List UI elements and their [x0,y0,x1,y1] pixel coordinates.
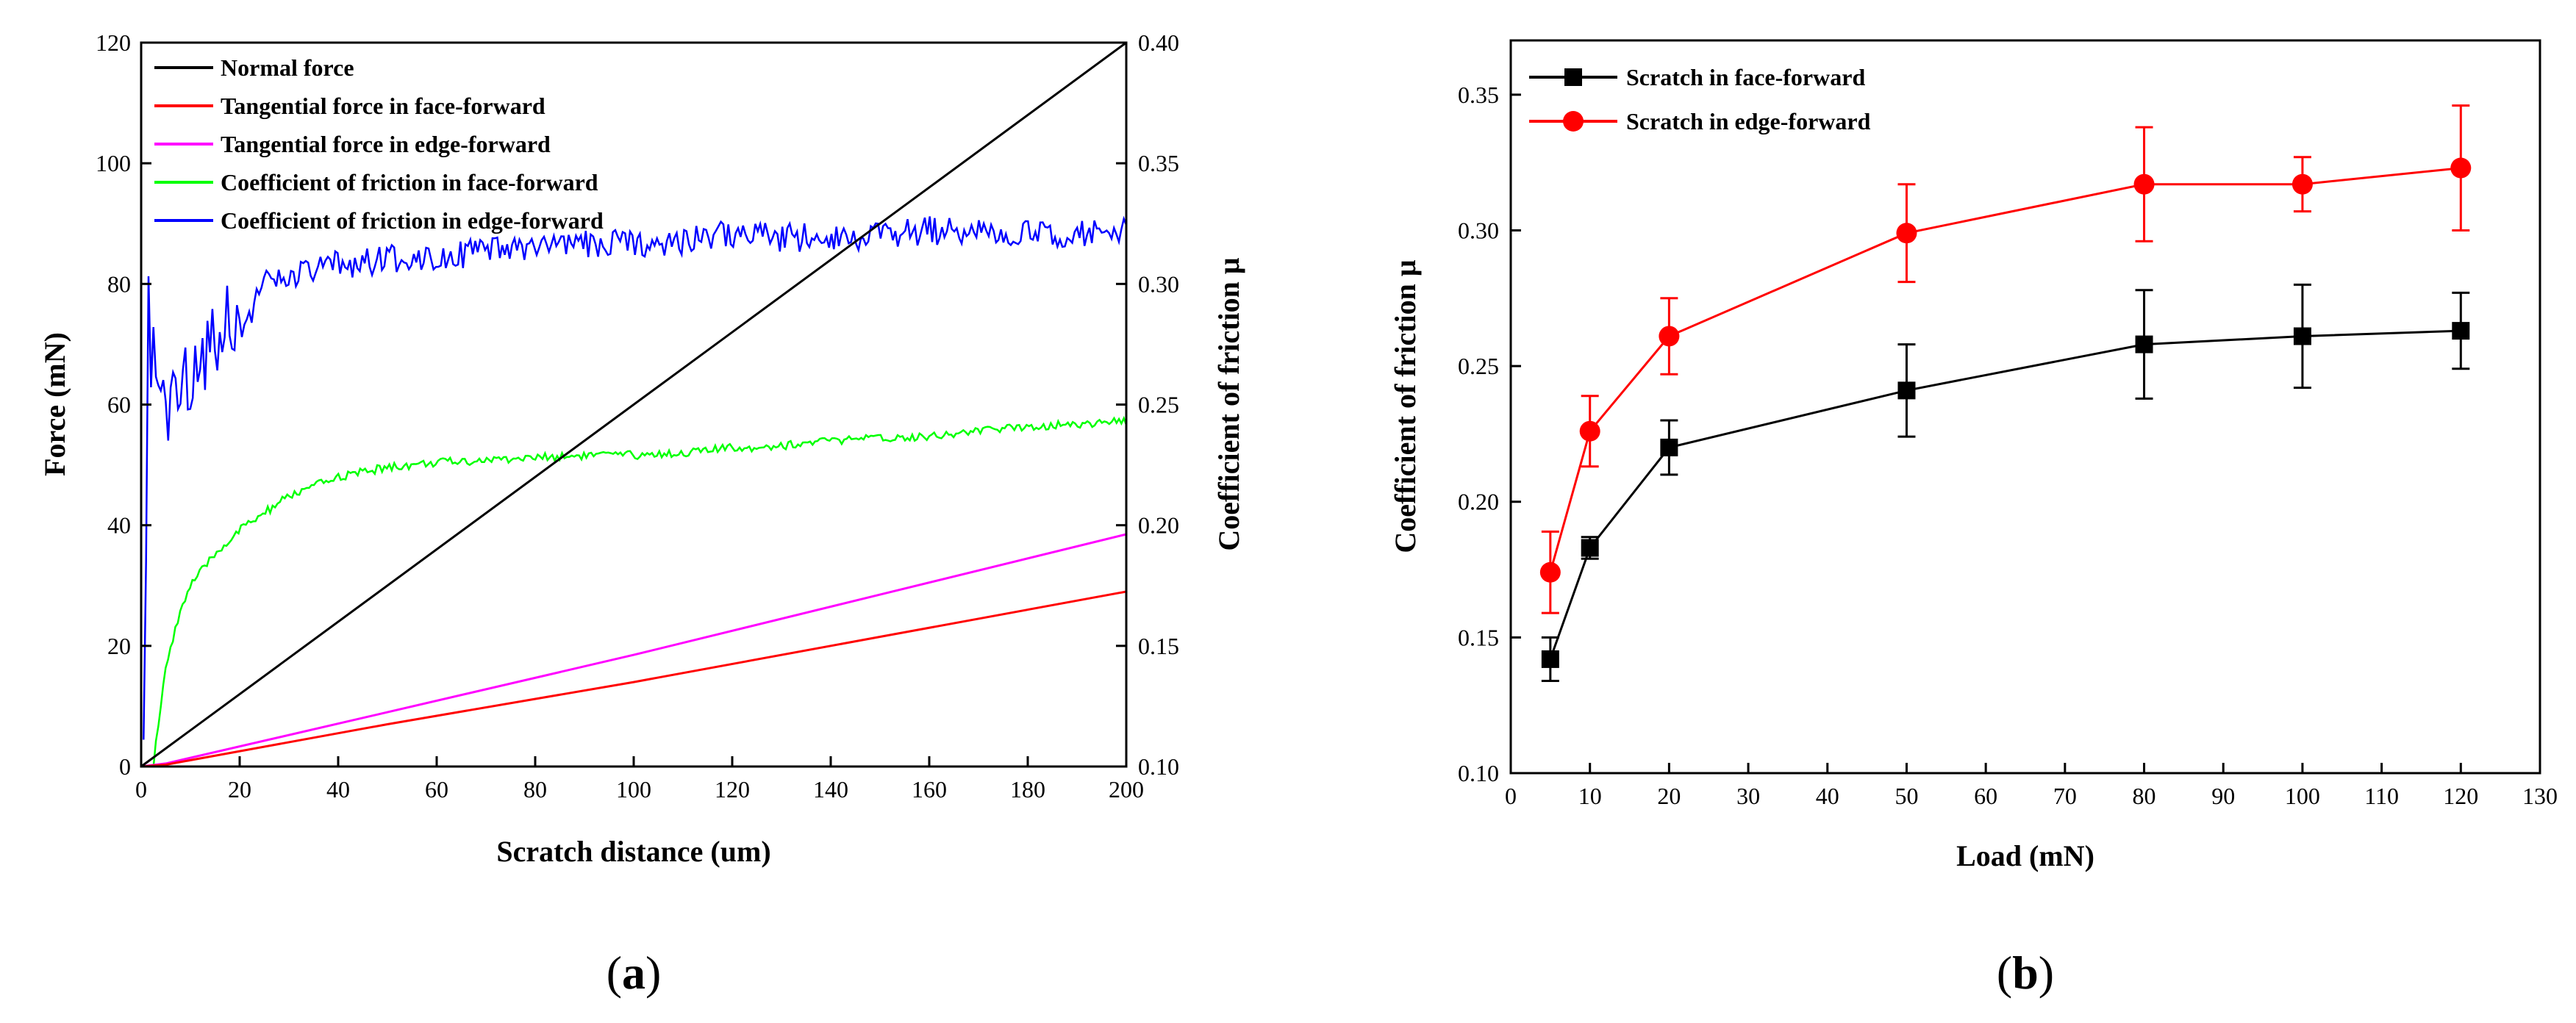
panel-a-legend: Normal force Tangential force in face-for… [154,54,604,234]
panel-a-y2-tick-label: 0.30 [1138,270,1179,297]
panel-a-x-tick-label: 200 [1109,776,1144,803]
panel-b-data-point [2452,322,2470,340]
panel-b-data-point [1659,326,1680,347]
panel-b-label: (b) [1997,947,2054,999]
panel-a-legend-label: Normal force [221,54,354,81]
panel-a-x-tick-label: 60 [425,776,448,803]
panel-a-y-tick-label: 40 [107,512,131,539]
panel-b-x-tick-label: 100 [2285,783,2320,809]
panel-b-legend-marker [1564,68,1582,86]
panel-b-data-point [1660,438,1678,456]
panel-b-y-tick-label: 0.10 [1458,760,1499,786]
panel-a-label: (a) [607,947,662,999]
panel-b-data-point [1897,381,1916,400]
panel-b-x-tick-label: 30 [1736,783,1760,809]
panel-b-x-tick-label: 130 [2522,783,2558,809]
panel-a-x-tick-label: 100 [616,776,651,803]
panel-a-label-letter: a [622,947,645,999]
panel-a-y2-tick-label: 0.20 [1138,512,1179,539]
panel-b-label-letter: b [2012,947,2039,999]
panel-b-x-tick-label: 80 [2133,783,2156,809]
panel-b-x-tick-label: 90 [2211,783,2235,809]
panel-a-legend-label: Tangential force in edge-forward [221,131,551,157]
panel-a-series-line [140,533,1127,768]
panel-b-x-tick-label: 110 [2364,783,2399,809]
panel-a-y2-tick-label: 0.15 [1138,633,1179,659]
panel-b-chart: 0 10 20 30 40 50 60 70 80 90 100 110 120 130 0.10 0.15… [1389,39,2558,999]
panel-a-y-tick-label: 20 [107,633,131,659]
panel-b-y-tick-label: 0.15 [1458,624,1499,650]
panel-a-y-axis-title: Force (mN) [38,332,71,476]
panel-b-frame [1509,39,2541,775]
panel-a-y-tick-label: 120 [96,29,131,56]
panel-b-x-tick-label: 50 [1895,783,1918,809]
panel-a-x-tick-label: 180 [1010,776,1045,803]
panel-a-x-tick-label: 20 [228,776,251,803]
panel-b-y-tick-label: 0.25 [1458,353,1499,379]
panel-b-data-point [2133,173,2155,195]
panel-b-data-point [1896,223,1917,244]
panel-b-x-tick-label: 40 [1816,783,1839,809]
panel-b-x-tick-label: 20 [1657,783,1681,809]
panel-b-data-point [1581,539,1599,557]
panel-b-x-tick-label: 60 [1974,783,1997,809]
panel-b-x-tick-label: 70 [2053,783,2077,809]
panel-b-series-line [1549,329,2461,660]
panel-b-y-tick-label: 0.20 [1458,489,1499,515]
panel-a-x-axis-title: Scratch distance (um) [496,835,770,868]
panel-b-y-tick-label: 0.35 [1458,82,1499,108]
panel-a-y2-tick-label: 0.25 [1138,392,1179,418]
panel-b-x-tick-label: 120 [2443,783,2478,809]
panel-a-x-tick-label: 0 [135,776,147,803]
panel-b-x-axis-title: Load (mN) [1956,839,2094,872]
panel-a-x-tick-label: 80 [523,776,547,803]
panel-a-y2-axis-title: Coefficient of friction μ [1212,257,1245,551]
panel-b-x-tick-label: 10 [1578,783,1602,809]
panel-b-data-point [1579,420,1600,442]
panel-b-plot-area [1539,104,2472,682]
panel-a-series-line [140,41,1127,768]
panel-a-y-tick-label: 0 [119,753,131,780]
panel-a-y2-ticks: 0.10 0.15 0.20 0.25 0.30 0.35 0.40 [1116,29,1179,780]
panel-a-legend-label: Coefficient of friction in edge-forward [221,207,604,234]
panel-b-data-point [2291,173,2313,195]
panel-b-data-point [2450,157,2472,179]
panel-a-series-line [143,215,1128,740]
panel-b-y-tick-label: 0.30 [1458,217,1499,243]
panel-a-x-ticks: 0 20 40 60 80 100 120 140 160 180 200 [135,756,1144,803]
panel-a-y2-tick-label: 0.35 [1138,150,1179,176]
panel-b-data-point [2135,335,2153,353]
panel-a-chart: 0 20 40 60 80 100 120 140 160 180 200 0 20 40 60 80 100… [38,29,1245,999]
panel-a-y2-tick-label: 0.40 [1138,29,1179,56]
panel-b-x-ticks: 0 10 20 30 40 50 60 70 80 90 100 110 120 130 [1505,763,2558,809]
panel-b-y-axis-title: Coefficient of friction μ [1389,259,1422,553]
panel-a-y-ticks: 0 20 40 60 80 100 120 [96,29,151,780]
panel-a-x-tick-label: 140 [813,776,848,803]
panel-a-y-tick-label: 60 [107,392,131,418]
panel-b-legend-label: Scratch in edge-forward [1626,108,1871,134]
panel-a-x-tick-label: 160 [912,776,947,803]
panel-b-data-point [1541,650,1559,668]
panel-b-legend-label: Scratch in face-forward [1626,64,1865,90]
panel-a-x-tick-label: 40 [326,776,350,803]
panel-a-x-tick-label: 120 [715,776,750,803]
panel-a-legend-label: Coefficient of friction in face-forward [221,169,598,195]
panel-b-legend-marker [1563,111,1584,132]
panel-a-y-tick-label: 80 [107,270,131,297]
panel-a-y2-tick-label: 0.10 [1138,753,1179,780]
panel-a-series-line [140,590,1127,768]
panel-a-y-tick-label: 100 [96,150,131,176]
panel-a-plot-area [140,41,1128,768]
panel-b-data-point [1539,561,1561,583]
panel-b-x-tick-label: 0 [1505,783,1517,809]
panel-b-y-ticks: 0.10 0.15 0.20 0.25 0.30 0.35 [1458,82,1521,786]
panel-a-legend-label: Tangential force in face-forward [221,93,545,119]
panel-b-legend: Scratch in face-forward Scratch in edge-f… [1529,64,1871,134]
panel-b-series-line [1549,167,2461,573]
panel-b-data-point [2293,327,2311,345]
panel-a-series-line [152,415,1128,767]
